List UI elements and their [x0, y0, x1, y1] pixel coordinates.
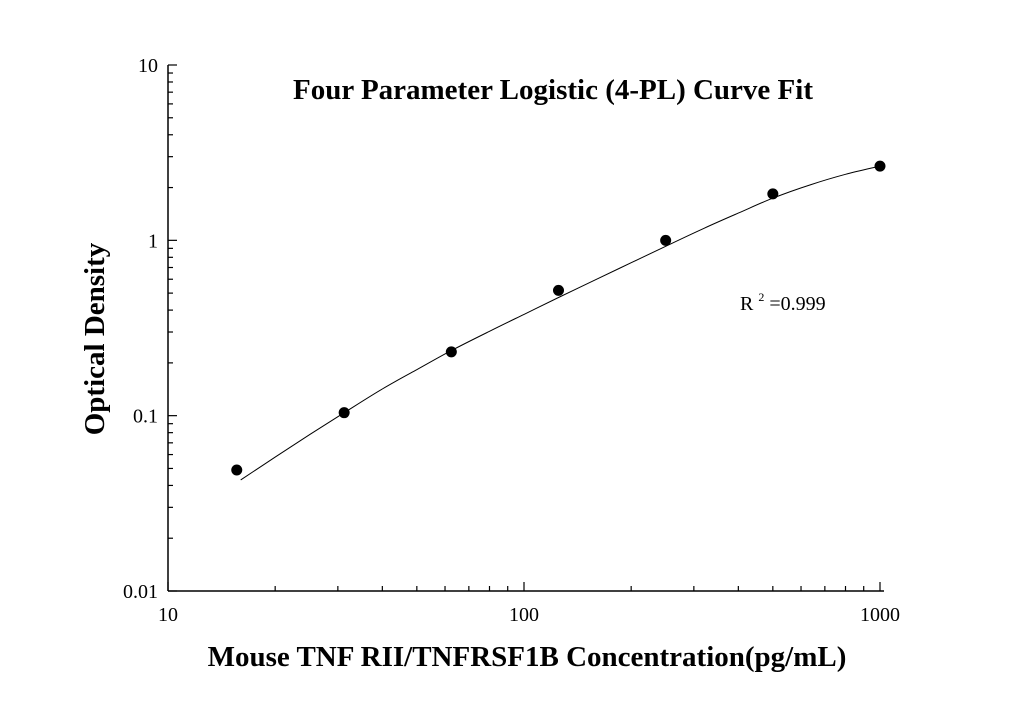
data-point	[552, 284, 564, 296]
data-point	[231, 464, 243, 476]
data-point	[338, 407, 350, 419]
r-squared-annotation: R 2 =0.999	[740, 284, 826, 315]
x-tick-label: 1000	[860, 604, 900, 626]
y-tick-label: 10	[138, 55, 158, 77]
fit-curve-layer	[240, 165, 881, 481]
r-squared-base: R	[740, 293, 754, 315]
y-tick-label: 1	[148, 230, 158, 252]
x-tick-label: 10	[158, 604, 178, 626]
r-squared-value: =0.999	[769, 293, 825, 315]
x-tick-label: 100	[509, 604, 539, 626]
data-point	[445, 346, 457, 358]
fit-curve	[240, 165, 881, 481]
chart-title: Four Parameter Logistic (4-PL) Curve Fit	[293, 74, 813, 106]
data-point	[874, 160, 886, 172]
data-point	[767, 188, 779, 200]
data-point	[660, 234, 672, 246]
data-points-layer	[231, 160, 886, 476]
y-axis-label: Optical Density	[79, 242, 111, 435]
x-axis-label: Mouse TNF RII/TNFRSF1B Concentration(pg/…	[208, 641, 847, 673]
y-tick-label: 0.1	[133, 406, 158, 428]
r-squared-superscript: 2	[758, 290, 764, 304]
axes-layer: 10 100 1000 0.01 0.1 1 10	[123, 55, 900, 626]
y-tick-label: 0.01	[123, 581, 158, 603]
